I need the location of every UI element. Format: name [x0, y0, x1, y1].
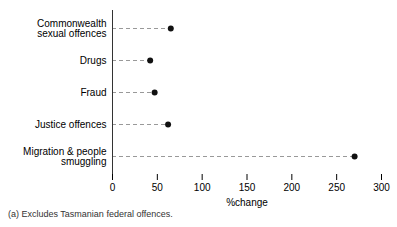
svg-text:Migration & peoplesmuggling: Migration & peoplesmuggling: [23, 146, 107, 167]
svg-text:250: 250: [328, 182, 345, 193]
svg-text:150: 150: [239, 182, 256, 193]
svg-text:%change: %change: [226, 197, 268, 208]
svg-text:Commonwealthsexual offences: Commonwealthsexual offences: [37, 18, 106, 39]
svg-text:Fraud: Fraud: [80, 87, 106, 98]
svg-text:300: 300: [373, 182, 390, 193]
svg-text:200: 200: [283, 182, 300, 193]
svg-text:100: 100: [194, 182, 211, 193]
svg-text:50: 50: [152, 182, 164, 193]
svg-text:Justice offences: Justice offences: [35, 119, 107, 130]
svg-text:0: 0: [110, 182, 116, 193]
html-text:(a) Excludes Tasmanian federal: (a) Excludes Tasmanian federal offences.: [8, 209, 173, 219]
svg-text:Drugs: Drugs: [80, 55, 107, 66]
